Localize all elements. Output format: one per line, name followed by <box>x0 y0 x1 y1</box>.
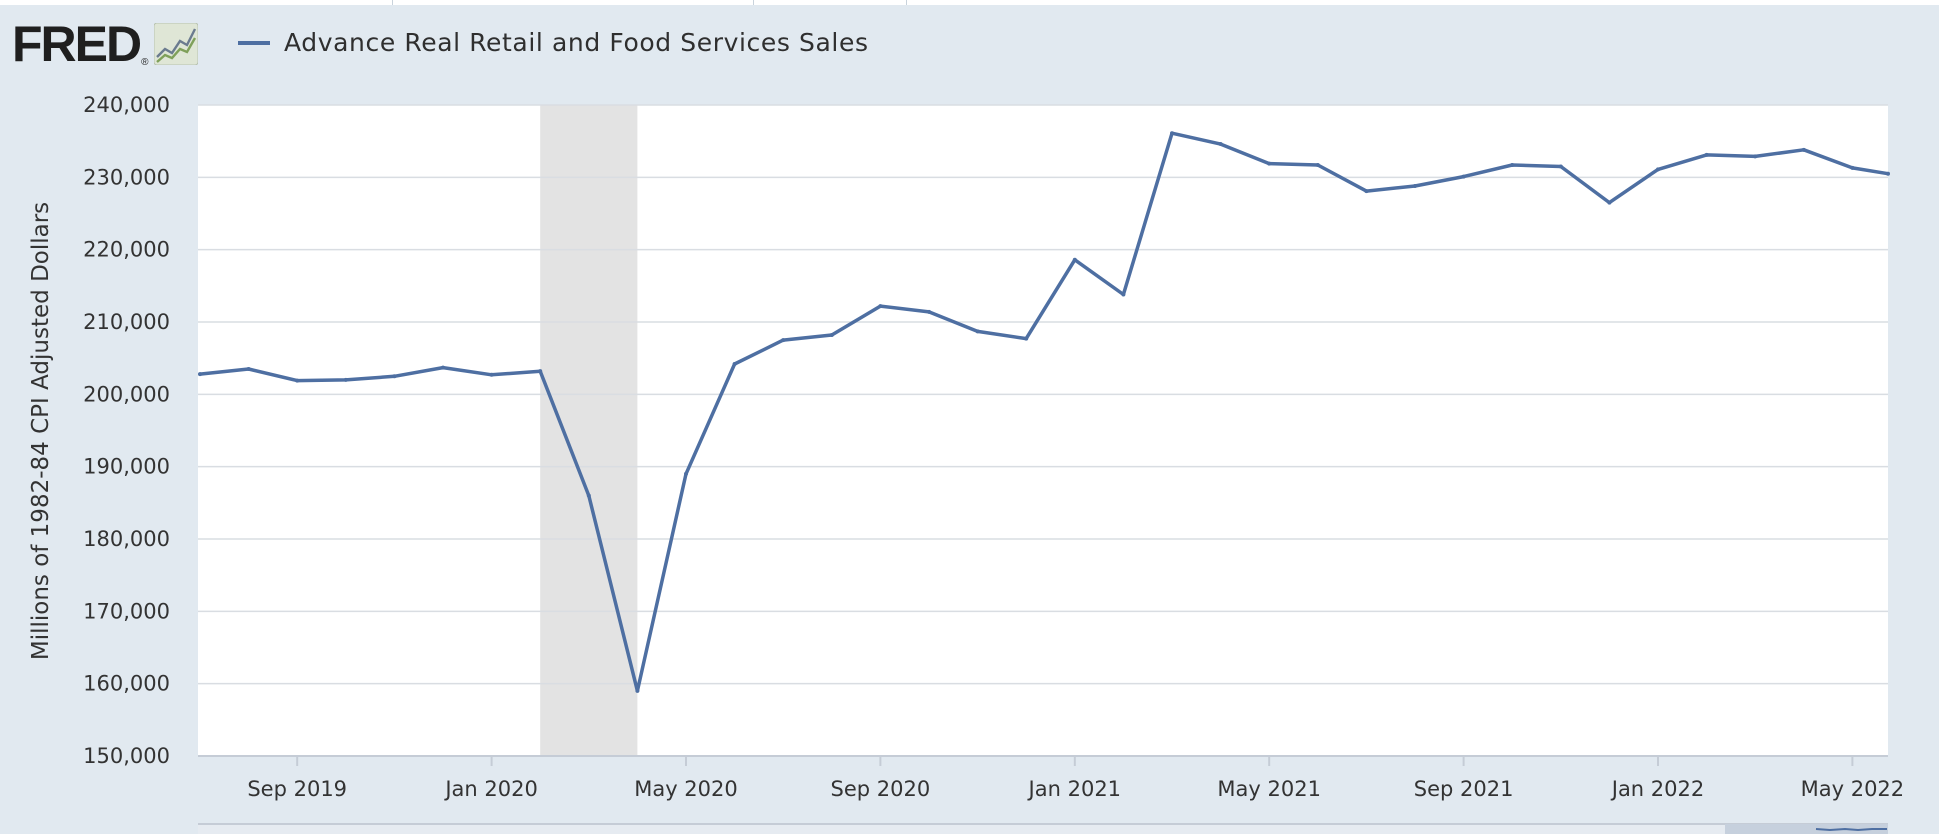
plot-area <box>198 105 1888 756</box>
data-point[interactable] <box>489 372 494 377</box>
data-point[interactable] <box>975 329 980 334</box>
tab-divider <box>753 0 754 5</box>
fred-logo[interactable]: FRED ® <box>12 16 199 72</box>
y-tick-label: 160,000 <box>83 672 170 696</box>
recession-band <box>540 105 638 756</box>
grid-layer <box>198 104 1888 685</box>
navigator-series-line <box>1815 827 1887 832</box>
data-point[interactable] <box>781 338 786 343</box>
legend-swatch <box>238 40 270 45</box>
data-point[interactable] <box>1170 131 1174 136</box>
y-tick-label: 240,000 <box>83 93 170 117</box>
y-tick-label: 220,000 <box>83 238 170 262</box>
chart-legend[interactable]: Advance Real Retail and Food Services Sa… <box>238 28 869 57</box>
data-point[interactable] <box>1121 292 1126 297</box>
x-tick-label: Sep 2019 <box>247 777 347 801</box>
x-tick-label: Sep 2020 <box>831 777 931 801</box>
data-point[interactable] <box>1413 184 1417 189</box>
data-point[interactable] <box>1704 152 1709 157</box>
data-point[interactable] <box>198 372 202 377</box>
data-point[interactable] <box>927 309 931 314</box>
data-point[interactable] <box>343 377 348 382</box>
x-tick-label: May 2021 <box>1217 777 1321 801</box>
series-layer <box>198 131 1890 693</box>
data-point[interactable] <box>1558 164 1563 169</box>
tab-divider <box>392 0 393 5</box>
data-point[interactable] <box>635 688 640 693</box>
data-point[interactable] <box>684 471 688 476</box>
y-axis-title: Millions of 1982-84 CPI Adjusted Dollars <box>28 202 54 660</box>
data-point[interactable] <box>441 365 445 370</box>
data-point[interactable] <box>878 304 883 309</box>
x-tick-label: May 2020 <box>634 777 738 801</box>
top-tab-strip <box>0 0 1939 5</box>
y-tick-label: 170,000 <box>83 599 170 623</box>
data-point[interactable] <box>1315 163 1320 168</box>
legend-label: Advance Real Retail and Food Services Sa… <box>284 28 869 57</box>
data-point[interactable] <box>1886 171 1890 176</box>
x-tick-label: Sep 2021 <box>1414 777 1514 801</box>
x-tick-label: Jan 2022 <box>1610 777 1705 801</box>
data-point[interactable] <box>1753 154 1758 159</box>
y-axis-ticks: 150,000 160,000 170,000 180,000 190,000 200,0… <box>83 93 170 768</box>
fred-logo-text: FRED <box>12 16 142 72</box>
data-point[interactable] <box>1267 161 1272 166</box>
registered-mark: ® <box>141 57 149 68</box>
data-point[interactable] <box>829 333 834 338</box>
y-tick-label: 210,000 <box>83 310 170 334</box>
recession-layer <box>540 105 638 756</box>
data-point[interactable] <box>1461 174 1466 179</box>
y-tick-label: 180,000 <box>83 527 170 551</box>
data-point[interactable] <box>1607 200 1612 205</box>
data-point[interactable] <box>732 361 737 366</box>
x-axis-ticks: Sep 2019 Jan 2020 May 2020 Sep 2020 Jan 2021… <box>247 756 1904 801</box>
data-point[interactable] <box>1024 336 1029 341</box>
series-line[interactable] <box>198 131 1890 693</box>
data-point[interactable] <box>1072 257 1077 262</box>
data-point[interactable] <box>1801 147 1806 152</box>
data-point[interactable] <box>246 367 251 372</box>
data-point[interactable] <box>538 369 543 374</box>
y-tick-label: 150,000 <box>83 744 170 768</box>
data-point[interactable] <box>1510 163 1515 168</box>
y-tick-label: 190,000 <box>83 455 170 479</box>
x-tick-label: Jan 2021 <box>1027 777 1122 801</box>
x-tick-label: May 2022 <box>1801 777 1905 801</box>
data-point[interactable] <box>1656 167 1660 172</box>
y-tick-label: 230,000 <box>83 165 170 189</box>
data-point[interactable] <box>1218 142 1223 147</box>
y-tick-label: 200,000 <box>83 382 170 406</box>
tab-divider <box>906 0 907 5</box>
data-point[interactable] <box>392 374 397 379</box>
line-chart-icon <box>154 23 199 65</box>
navigator-window[interactable] <box>1725 824 1888 834</box>
navigator-track <box>198 824 1888 834</box>
x-tick-label: Jan 2020 <box>443 777 538 801</box>
data-point[interactable] <box>295 378 300 383</box>
data-point[interactable] <box>586 493 591 498</box>
data-point[interactable] <box>1850 165 1855 170</box>
data-point[interactable] <box>1364 189 1369 194</box>
